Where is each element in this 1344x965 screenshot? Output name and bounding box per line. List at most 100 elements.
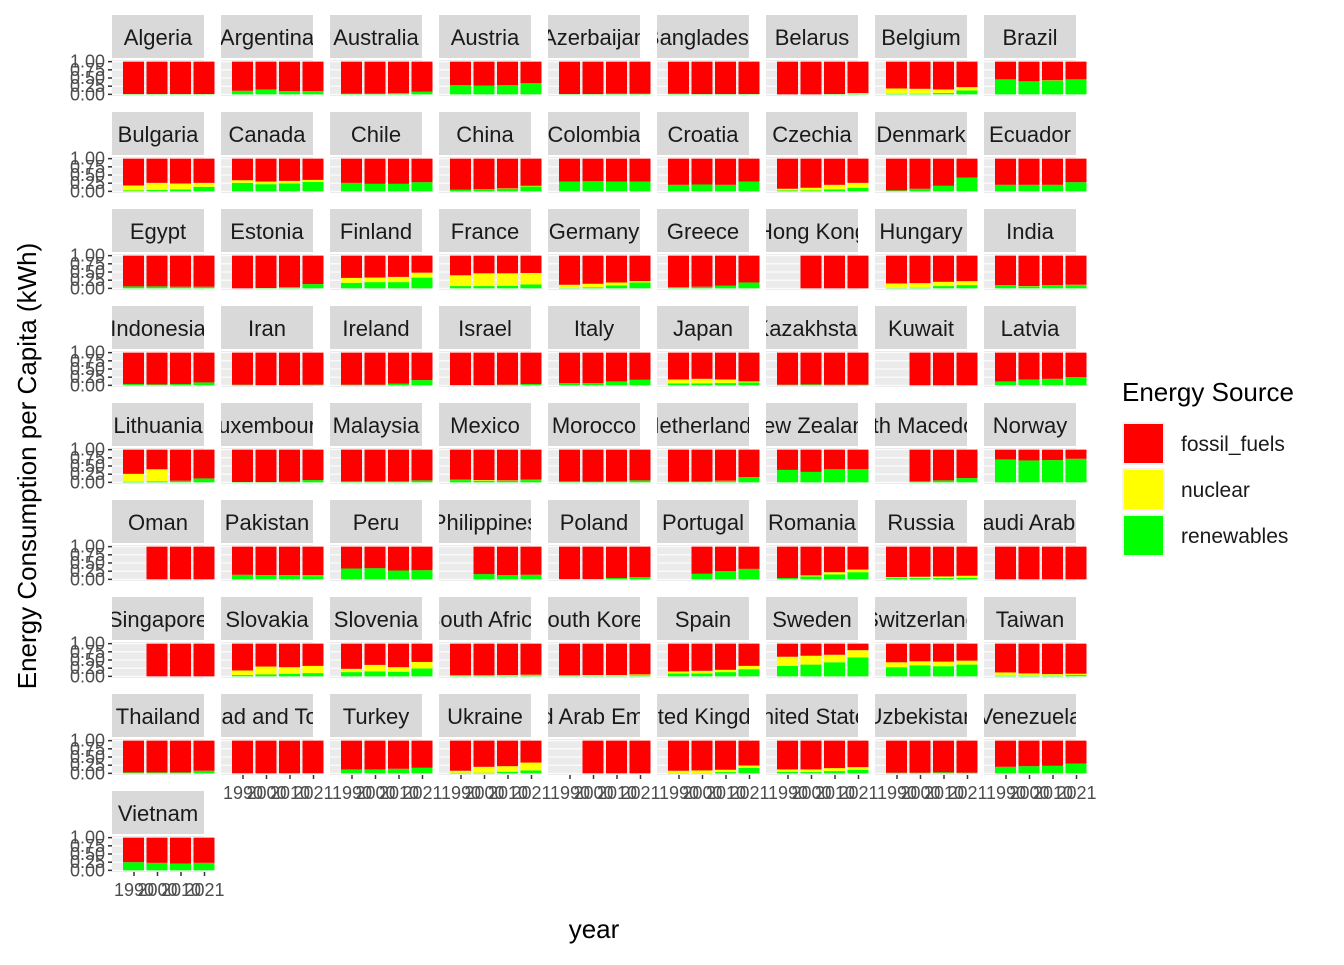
bar-segment-fossil_fuels xyxy=(412,256,433,273)
bar-segment-renewables xyxy=(1042,766,1063,774)
bar-segment-fossil_fuels xyxy=(824,644,845,655)
bar-segment-renewables xyxy=(341,569,362,580)
facet-luxembourg: Luxembourg xyxy=(206,403,328,484)
bar-segment-fossil_fuels xyxy=(583,256,604,284)
bar-segment-nuclear xyxy=(559,285,580,288)
facet-label: Finland xyxy=(340,219,412,244)
bar-segment-nuclear xyxy=(521,763,542,771)
bar-segment-fossil_fuels xyxy=(583,644,604,675)
bar-segment-nuclear xyxy=(739,766,760,768)
bar-segment-nuclear xyxy=(886,283,907,288)
bar-segment-nuclear xyxy=(412,662,433,669)
bar-segment-fossil_fuels xyxy=(668,353,689,380)
bar-segment-nuclear xyxy=(388,277,409,282)
bar-segment-fossil_fuels xyxy=(1066,741,1087,764)
bar-segment-fossil_fuels xyxy=(957,741,978,773)
facet-pakistan: Pakistan xyxy=(221,500,324,581)
facet-label: Brazil xyxy=(1002,25,1057,50)
bar-segment-fossil_fuels xyxy=(194,547,215,580)
facet-label: Estonia xyxy=(230,219,304,244)
bar-segment-fossil_fuels xyxy=(848,450,869,470)
facet-romania: Romania xyxy=(766,500,869,581)
bar-segment-renewables xyxy=(147,772,168,773)
bar-segment-fossil_fuels xyxy=(801,353,822,385)
facet-netherlands: Netherlands xyxy=(644,403,763,484)
bar-segment-fossil_fuels xyxy=(232,159,253,181)
facet-sweden: Sweden xyxy=(766,597,869,678)
bar-segment-fossil_fuels xyxy=(474,741,495,767)
bar-segment-fossil_fuels xyxy=(692,159,713,185)
bar-segment-renewables xyxy=(303,673,324,676)
bar-segment-renewables xyxy=(1019,185,1040,192)
bar-segment-nuclear xyxy=(848,570,869,573)
x-tick-label: 2021 xyxy=(838,783,878,803)
bar-segment-fossil_fuels xyxy=(170,741,191,773)
bar-segment-fossil_fuels xyxy=(450,353,471,385)
facet-label: Indonesia xyxy=(110,316,206,341)
facet-portugal: Portugal xyxy=(657,500,760,581)
bar-segment-renewables xyxy=(341,769,362,773)
bar-segment-fossil_fuels xyxy=(801,547,822,576)
facet-philippines: Philippines xyxy=(432,500,542,581)
bar-segment-fossil_fuels xyxy=(777,644,798,657)
bar-segment-nuclear xyxy=(824,572,845,574)
bar-segment-fossil_fuels xyxy=(170,159,191,184)
facet-label: Taiwan xyxy=(996,607,1064,632)
bar-segment-fossil_fuels xyxy=(1042,256,1063,286)
bar-segment-fossil_fuels xyxy=(995,450,1016,460)
bar-segment-fossil_fuels xyxy=(848,644,869,651)
bar-segment-fossil_fuels xyxy=(559,353,580,383)
bar-segment-nuclear xyxy=(995,672,1016,675)
bar-segment-renewables xyxy=(739,669,760,676)
bar-segment-nuclear xyxy=(170,184,191,190)
bar-segment-renewables xyxy=(194,771,215,774)
bar-segment-fossil_fuels xyxy=(256,62,277,90)
bar-segment-renewables xyxy=(910,481,931,482)
bar-segment-fossil_fuels xyxy=(995,353,1016,382)
bar-segment-fossil_fuels xyxy=(365,62,386,94)
bar-segment-fossil_fuels xyxy=(957,159,978,178)
bar-segment-nuclear xyxy=(341,278,362,283)
bar-segment-renewables xyxy=(801,472,822,482)
bar-segment-nuclear xyxy=(630,281,651,282)
bar-segment-renewables xyxy=(341,672,362,676)
bar-segment-fossil_fuels xyxy=(692,450,713,482)
bar-segment-renewables xyxy=(1066,285,1087,288)
bar-segment-renewables xyxy=(957,665,978,677)
bar-segment-fossil_fuels xyxy=(630,644,651,675)
bar-segment-nuclear xyxy=(848,93,869,94)
bar-segment-fossil_fuels xyxy=(1019,353,1040,380)
bar-segment-renewables xyxy=(583,287,604,288)
bar-segment-renewables xyxy=(412,380,433,385)
bar-segment-fossil_fuels xyxy=(995,547,1016,580)
facet-label: Kazakhstan xyxy=(755,316,870,341)
bar-segment-fossil_fuels xyxy=(474,450,495,480)
bar-segment-fossil_fuels xyxy=(715,644,736,670)
bar-segment-nuclear xyxy=(801,656,822,665)
facet-kazakhstan: Kazakhstan xyxy=(755,306,870,387)
bar-segment-fossil_fuels xyxy=(388,353,409,384)
y-tick-label: 1.00 xyxy=(70,246,105,266)
bar-segment-renewables xyxy=(474,189,495,191)
facet-malaysia: Malaysia xyxy=(330,403,433,484)
bar-segment-fossil_fuels xyxy=(1019,159,1040,185)
bar-segment-fossil_fuels xyxy=(450,450,471,480)
facet-australia: Australia xyxy=(330,15,433,96)
bar-segment-fossil_fuels xyxy=(910,353,931,386)
bar-segment-fossil_fuels xyxy=(521,644,542,675)
bar-segment-fossil_fuels xyxy=(303,256,324,284)
x-tick-label: 2021 xyxy=(293,783,333,803)
bar-segment-renewables xyxy=(256,184,277,191)
bar-segment-renewables xyxy=(1019,460,1040,482)
facet-label: Italy xyxy=(574,316,614,341)
legend-key-renewables xyxy=(1124,516,1163,555)
bar-segment-fossil_fuels xyxy=(824,741,845,768)
bar-segment-renewables xyxy=(497,481,518,483)
bar-segment-fossil_fuels xyxy=(886,62,907,89)
bar-segment-renewables xyxy=(910,189,931,192)
bar-segment-fossil_fuels xyxy=(933,353,954,386)
bar-segment-fossil_fuels xyxy=(801,62,822,95)
bar-segment-nuclear xyxy=(303,575,324,576)
legend-label: fossil_fuels xyxy=(1181,433,1285,456)
